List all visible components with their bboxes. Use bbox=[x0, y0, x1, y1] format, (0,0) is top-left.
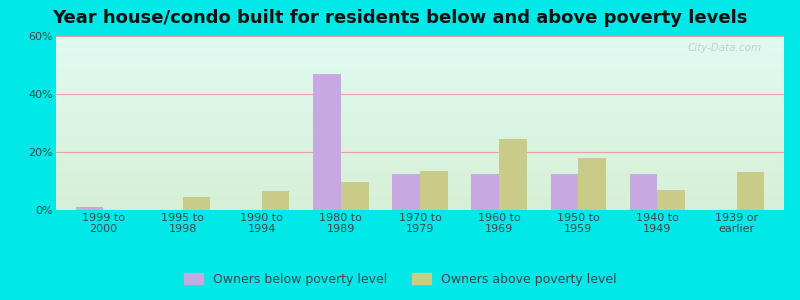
Bar bbox=[392, 174, 420, 210]
Bar bbox=[578, 158, 606, 210]
Bar bbox=[658, 190, 685, 210]
Bar bbox=[182, 197, 210, 210]
Bar bbox=[313, 74, 341, 210]
Bar bbox=[341, 182, 369, 210]
Legend: Owners below poverty level, Owners above poverty level: Owners below poverty level, Owners above… bbox=[179, 268, 621, 291]
Bar bbox=[471, 174, 499, 210]
Bar bbox=[737, 172, 764, 210]
Bar bbox=[420, 171, 448, 210]
Bar bbox=[499, 139, 527, 210]
Bar bbox=[76, 207, 103, 210]
Text: City-Data.com: City-Data.com bbox=[688, 43, 762, 53]
Bar bbox=[550, 174, 578, 210]
Bar bbox=[630, 174, 658, 210]
Bar bbox=[262, 191, 290, 210]
Text: Year house/condo built for residents below and above poverty levels: Year house/condo built for residents bel… bbox=[52, 9, 748, 27]
